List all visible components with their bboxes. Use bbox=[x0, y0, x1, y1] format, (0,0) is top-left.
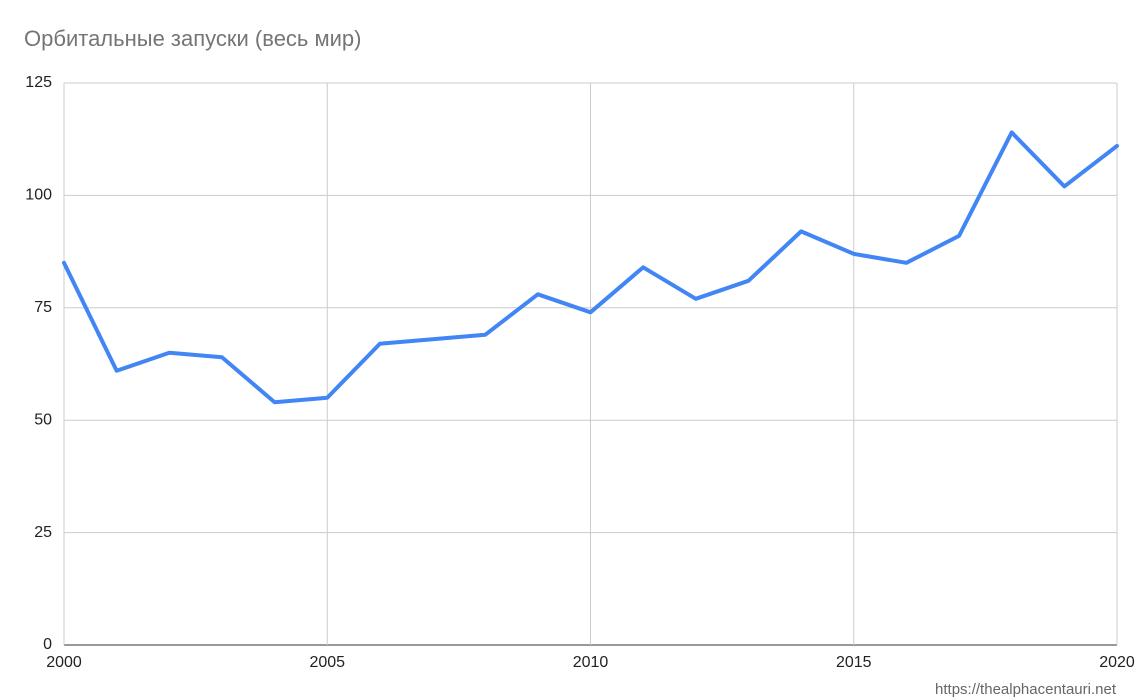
data-line bbox=[62, 130, 1119, 405]
y-tick-label: 50 bbox=[34, 411, 52, 428]
x-tick-label: 2015 bbox=[836, 654, 872, 671]
x-tick-label: 2005 bbox=[309, 654, 345, 671]
y-tick-label: 75 bbox=[34, 299, 52, 316]
y-tick-label: 0 bbox=[43, 636, 52, 653]
chart-title: Орбитальные запуски (весь мир) bbox=[24, 26, 361, 51]
x-tick-label: 2020 bbox=[1099, 654, 1135, 671]
x-tick-label: 2000 bbox=[46, 654, 82, 671]
source-annotation: https://thealphacentauri.net bbox=[935, 681, 1117, 698]
y-tick-label: 25 bbox=[34, 524, 52, 541]
y-tick-label: 125 bbox=[25, 74, 52, 91]
x-tick-label: 2010 bbox=[573, 654, 609, 671]
y-tick-label: 100 bbox=[25, 187, 52, 204]
